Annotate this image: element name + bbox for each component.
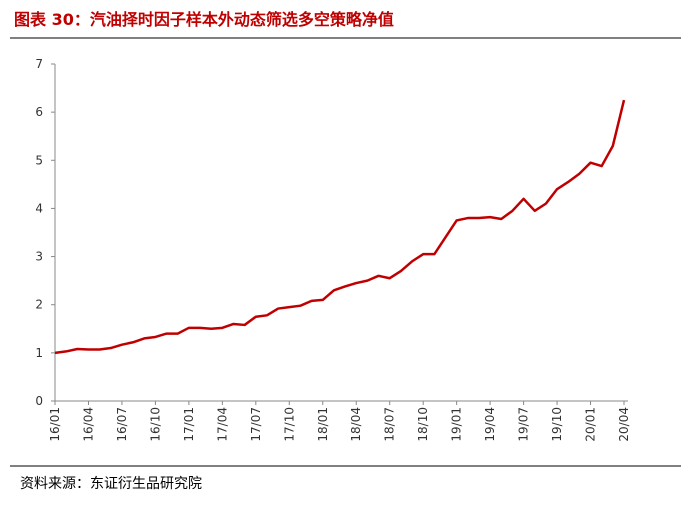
x-tick-label: 16/10: [148, 407, 162, 442]
x-tick-label: 17/07: [249, 407, 263, 442]
x-tick-label: 16/07: [115, 407, 129, 442]
y-tick-label: 3: [35, 250, 43, 264]
y-tick-label: 1: [35, 346, 43, 360]
x-tick-label: 19/07: [517, 407, 531, 442]
x-tick-label: 19/04: [483, 407, 497, 442]
x-tick-label: 20/04: [617, 407, 631, 442]
x-tick-label: 18/10: [416, 407, 430, 442]
y-tick-label: 5: [35, 153, 43, 167]
x-tick-label: 18/04: [349, 407, 363, 442]
y-tick-label: 4: [35, 201, 43, 215]
source: 资料来源：东证衍生品研究院: [20, 476, 202, 492]
x-tick-label: 16/04: [81, 407, 95, 442]
x-tick-label: 19/10: [550, 407, 564, 442]
x-tick-label: 16/01: [48, 407, 62, 442]
x-tick-label: 17/01: [182, 407, 196, 442]
x-tick-label: 19/01: [450, 407, 464, 442]
y-tick-label: 6: [35, 105, 43, 119]
x-tick-label: 17/04: [215, 407, 229, 442]
x-tick-label: 20/01: [584, 407, 598, 442]
x-tick-label: 18/07: [383, 407, 397, 442]
y-tick-label: 2: [35, 298, 43, 312]
y-tick-label: 7: [35, 57, 43, 71]
x-tick-label: 17/10: [282, 407, 296, 442]
x-tick-label: 18/01: [316, 407, 330, 442]
y-tick-label: 0: [35, 394, 43, 408]
data-line: [54, 99, 626, 355]
chart-title: 图表 30：汽油择时因子样本外动态筛选多空策略净值: [14, 10, 394, 29]
